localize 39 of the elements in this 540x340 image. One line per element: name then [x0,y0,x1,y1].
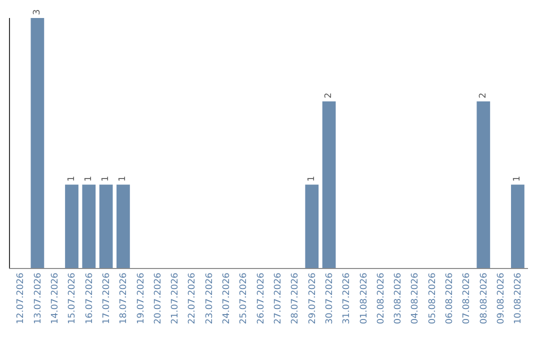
data-label: 1 [118,176,128,182]
x-tick-label: 25.07.2026 [239,272,250,324]
x-tick-label: 07.08.2026 [462,272,472,324]
x-tick-label: 18.07.2026 [119,272,130,324]
x-tick-label: 24.07.2026 [222,272,232,324]
x-tick-label: 29.07.2026 [308,272,318,324]
x-tick-label: 03.08.2026 [394,272,404,324]
x-tick-label: 02.08.2026 [376,272,386,324]
x-tick-label: 17.07.2026 [102,272,112,324]
x-tick-label: 05.08.2026 [428,272,438,324]
x-tick-label: 15.07.2026 [68,272,78,324]
x-tick-label: 23.07.2026 [204,272,215,324]
x-tick-label: 28.07.2026 [290,272,301,324]
x-tick-label: 27.07.2026 [274,272,284,324]
x-tick-label: 22.07.2026 [188,272,198,324]
x-tick-label: 06.08.2026 [445,272,456,324]
data-label: 1 [101,176,112,182]
data-label: 1 [512,176,523,182]
x-tick-label: 14.07.2026 [50,272,61,324]
data-label: 1 [306,176,317,182]
data-label: 3 [32,9,42,15]
x-tick-label: 30.07.2026 [324,272,335,324]
x-tick-label: 16.07.2026 [84,272,95,324]
x-tick-label: 19.07.2026 [136,272,146,324]
data-label: 2 [478,92,488,98]
data-label: 1 [66,176,77,182]
x-tick-label: 09.08.2026 [496,272,506,324]
x-tick-label: 21.07.2026 [170,272,181,324]
data-label: 2 [324,92,334,98]
x-tick-label: 08.08.2026 [479,272,490,324]
x-tick-label: 10.08.2026 [514,272,524,324]
data-label: 1 [84,176,94,182]
x-tick-label: 20.07.2026 [153,272,164,324]
x-tick-label: 01.08.2026 [359,272,370,324]
x-tick-label: 04.08.2026 [410,272,421,324]
x-tick-label: 12.07.2026 [16,272,26,324]
x-tick-label: 13.07.2026 [33,272,44,324]
x-tick-label: 26.07.2026 [256,272,266,324]
x-tick-label: 31.07.2026 [342,272,352,324]
